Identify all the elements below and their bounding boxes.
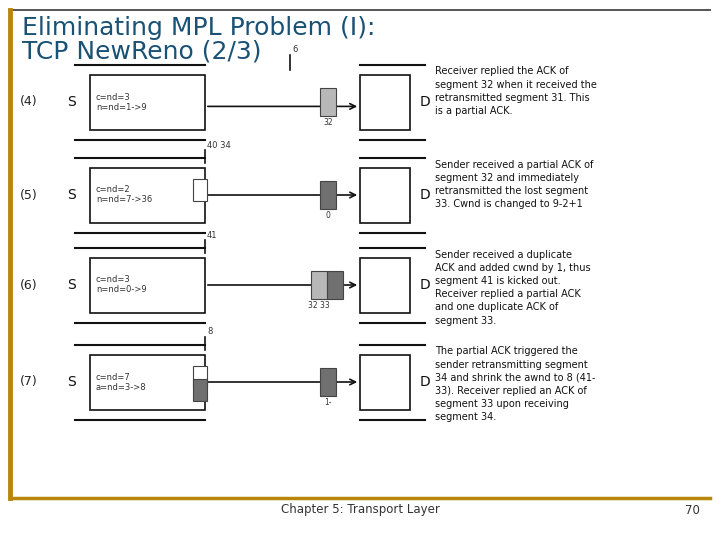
Text: c=nd=2: c=nd=2 [96, 186, 130, 194]
Text: 41: 41 [207, 231, 217, 240]
Text: (4): (4) [20, 96, 37, 109]
Text: D: D [420, 375, 431, 389]
Text: c=nd=3: c=nd=3 [96, 92, 131, 102]
Text: n=nd=1->9: n=nd=1->9 [96, 103, 147, 111]
Bar [320, 88, 336, 116]
Bar [311, 271, 327, 299]
Text: 6: 6 [292, 45, 297, 55]
Bar [90, 258, 205, 313]
Bar [360, 354, 410, 409]
Text: (6): (6) [20, 279, 37, 292]
Text: c=nd=3: c=nd=3 [96, 275, 131, 285]
Text: 32: 32 [323, 118, 333, 127]
Bar [193, 366, 207, 388]
Bar [327, 271, 343, 299]
Text: S: S [67, 375, 76, 389]
Text: (7): (7) [20, 375, 37, 388]
Text: Sender received a partial ACK of
segment 32 and immediately
retransmitted the lo: Sender received a partial ACK of segment… [435, 159, 593, 209]
Text: D: D [420, 278, 431, 292]
Text: 32 33: 32 33 [308, 301, 330, 310]
Bar [193, 179, 207, 201]
Bar [90, 167, 205, 222]
Bar [193, 379, 207, 401]
Text: S: S [67, 188, 76, 202]
Text: 0: 0 [325, 211, 330, 220]
Bar [90, 75, 205, 130]
Bar [320, 368, 336, 396]
Bar [360, 167, 410, 222]
Text: 1-: 1- [324, 398, 332, 407]
Bar [360, 258, 410, 313]
Text: Chapter 5: Transport Layer: Chapter 5: Transport Layer [281, 503, 439, 516]
Bar [90, 354, 205, 409]
Text: The partial ACK triggered the
sender retransmitting segment
34 and shrink the aw: The partial ACK triggered the sender ret… [435, 347, 595, 422]
Text: c=nd=7: c=nd=7 [96, 373, 131, 381]
Text: D: D [420, 95, 431, 109]
Text: 8: 8 [207, 327, 212, 336]
Bar [320, 181, 336, 209]
Text: S: S [67, 278, 76, 292]
Text: Sender received a duplicate
ACK and added cwnd by 1, thus
segment 41 is kicked o: Sender received a duplicate ACK and adde… [435, 249, 590, 326]
Text: 40 34: 40 34 [207, 140, 230, 150]
Text: a=nd=3->8: a=nd=3->8 [96, 382, 147, 392]
Text: Receiver replied the ACK of
segment 32 when it received the
retransmitted segmen: Receiver replied the ACK of segment 32 w… [435, 66, 597, 116]
Text: (5): (5) [20, 188, 37, 201]
Text: S: S [67, 95, 76, 109]
Text: n=nd=0->9: n=nd=0->9 [96, 286, 147, 294]
Text: n=nd=7->36: n=nd=7->36 [96, 195, 152, 205]
Bar [360, 75, 410, 130]
Text: TCP NewReno (2/3): TCP NewReno (2/3) [22, 40, 261, 64]
Text: D: D [420, 188, 431, 202]
Text: 70: 70 [685, 503, 700, 516]
Text: Eliminating MPL Problem (I):: Eliminating MPL Problem (I): [22, 16, 375, 40]
